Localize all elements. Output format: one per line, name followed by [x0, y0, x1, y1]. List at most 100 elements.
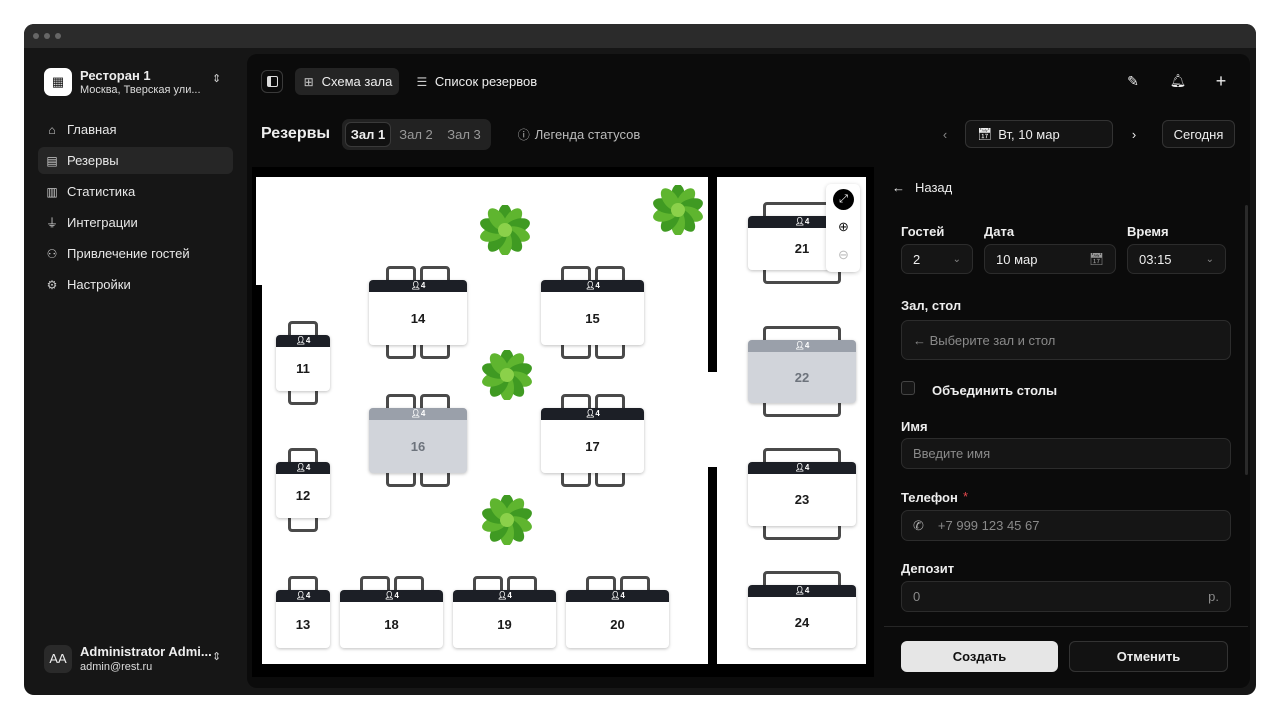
currency-label: р.	[1208, 589, 1219, 604]
restaurant-switcher[interactable]: ▦ Ресторан 1 Москва, Тверская ули... ⇕	[44, 66, 234, 100]
person-icon: 👤︎	[610, 591, 621, 600]
table-17[interactable]: 👤︎4 17	[541, 408, 644, 473]
table-24[interactable]: 👤︎4 24	[748, 585, 856, 648]
date-field[interactable]: 10 мар 📅︎	[984, 244, 1116, 274]
person-icon: 👤︎	[295, 336, 306, 345]
table-number: 18	[384, 617, 399, 632]
deposit-value: 0	[913, 589, 921, 604]
sidebar-item[interactable]: ⏚ Интеграции	[38, 209, 233, 236]
date-picker-value: Вт, 10 мар	[998, 126, 1060, 142]
phone-input[interactable]: ✆ +7 999 123 45 67	[901, 510, 1231, 541]
person-icon: 👤︎	[794, 463, 805, 472]
cancel-button[interactable]: Отменить	[1069, 641, 1228, 672]
sidebar-item[interactable]: ▥ Статистика	[38, 178, 233, 205]
table-number: 16	[410, 439, 426, 454]
table-number: 19	[497, 617, 512, 632]
table-12[interactable]: 👤︎4 12	[276, 462, 330, 518]
sidebar-item[interactable]: ⌂ Главная	[38, 116, 233, 143]
floor-plan[interactable]: 👤︎4 11 👤︎4 12 👤︎4 13 👤︎4 14 👤︎4 15 👤︎4 16 👤︎4 17 👤︎4 18…	[256, 177, 866, 664]
plant-icon	[482, 495, 532, 545]
table-number: 22	[794, 370, 810, 385]
table-16[interactable]: 👤︎4 16	[369, 408, 467, 473]
user-name: Administrator Admi...	[80, 644, 212, 659]
merge-tables-checkbox[interactable]	[901, 381, 915, 395]
deposit-label: Депозит	[901, 561, 955, 576]
tab-hall-1[interactable]: Зал 1	[345, 122, 391, 147]
today-button[interactable]: Сегодня	[1162, 120, 1235, 148]
table-15[interactable]: 👤︎4 15	[541, 280, 644, 345]
person-icon: 👤︎	[585, 281, 596, 290]
tab-hall-2[interactable]: Зал 2	[399, 127, 433, 142]
edit-button[interactable]: ✎	[1122, 70, 1144, 92]
tab-reservation-list[interactable]: ☰ Список резервов	[408, 68, 544, 95]
required-mark: *	[963, 489, 969, 504]
status-legend-button[interactable]: ⓘ Легенда статусов	[512, 122, 646, 147]
table-11[interactable]: 👤︎4 11	[276, 335, 330, 391]
toggle-sidebar-button[interactable]	[261, 70, 283, 93]
wall	[708, 467, 717, 664]
table-18[interactable]: 👤︎4 18	[340, 590, 443, 648]
date-value: 10 мар	[996, 251, 1038, 267]
time-value: 03:15	[1139, 251, 1172, 267]
table-13[interactable]: 👤︎4 13	[276, 590, 330, 648]
hall-table-select[interactable]: ← Выберите зал и стол	[901, 320, 1231, 360]
form-scrollbar[interactable]	[1245, 205, 1248, 475]
table-capacity: 👤︎4	[748, 585, 856, 597]
name-label: Имя	[901, 419, 928, 434]
table-number: 12	[295, 488, 311, 503]
sidebar-item[interactable]: ▤ Резервы	[38, 147, 233, 174]
seat-count: 4	[804, 217, 810, 226]
table-capacity: 👤︎4	[453, 590, 556, 602]
person-icon: 👤︎	[295, 463, 306, 472]
grid-icon: ⊞	[303, 74, 314, 89]
sidebar-item-label: Привлечение гостей	[67, 246, 190, 261]
time-label: Время	[1127, 224, 1169, 239]
sidebar-item-label: Интеграции	[67, 215, 138, 230]
table-23[interactable]: 👤︎4 23	[748, 462, 856, 526]
zoom-out-button[interactable]: ⊖	[833, 244, 854, 265]
hall-table-label: Зал, стол	[901, 298, 962, 313]
zoom-in-button[interactable]: ⊕	[833, 216, 854, 237]
table-19[interactable]: 👤︎4 19	[453, 590, 556, 648]
time-select[interactable]: 03:15 ⌄	[1127, 244, 1226, 274]
create-button[interactable]: Создать	[901, 641, 1058, 672]
calendar-icon: 📅︎	[977, 127, 993, 141]
avatar: AA	[44, 645, 72, 673]
tab-floor-plan[interactable]: ⊞ Схема зала	[295, 68, 399, 95]
guests-select[interactable]: 2 ⌄	[901, 244, 973, 274]
restaurant-name: Ресторан 1	[80, 68, 151, 83]
seat-count: 4	[394, 591, 399, 600]
person-icon: 👤︎	[410, 409, 421, 418]
table-capacity: 👤︎4	[748, 462, 856, 474]
chevron-down-icon: ⌄	[952, 253, 961, 265]
name-input[interactable]: Введите имя	[901, 438, 1231, 469]
chevron-down-icon: ⌄	[1205, 253, 1214, 265]
next-day-button[interactable]: ›	[1124, 122, 1144, 147]
table-number: 20	[610, 617, 625, 632]
table-14[interactable]: 👤︎4 14	[369, 280, 467, 345]
sidebar-item-label: Статистика	[67, 184, 136, 199]
sidebar-item[interactable]: ⚙ Настройки	[38, 271, 233, 298]
add-button[interactable]: +	[1210, 70, 1232, 92]
user-email: admin@rest.ru	[80, 661, 153, 673]
user-menu[interactable]: AA Administrator Admi... admin@rest.ru ⇕	[44, 643, 234, 677]
deposit-input[interactable]: 0 р.	[901, 581, 1231, 612]
table-22[interactable]: 👤︎4 22	[748, 340, 856, 403]
seat-count: 4	[305, 336, 311, 345]
date-label: Дата	[984, 224, 1015, 239]
back-button[interactable]: ← Назад	[892, 176, 958, 198]
seat-count: 4	[804, 463, 810, 472]
fullscreen-button[interactable]: ⤢	[833, 189, 854, 210]
plant-icon	[480, 205, 530, 255]
date-picker[interactable]: 📅︎ Вт, 10 мар	[965, 120, 1113, 148]
prev-day-button[interactable]: ‹	[935, 122, 955, 147]
sidebar-item[interactable]: ⚇ Привлечение гостей	[38, 240, 233, 267]
tab-hall-3[interactable]: Зал 3	[447, 127, 481, 142]
table-capacity: 👤︎4	[748, 340, 856, 352]
table-20[interactable]: 👤︎4 20	[566, 590, 669, 648]
seat-count: 4	[420, 281, 426, 290]
sidebar-item-label: Настройки	[67, 277, 131, 292]
calendar-icon: 📅︎	[1088, 252, 1104, 266]
person-icon: 👤︎	[384, 591, 395, 600]
notifications-button[interactable]: 🔔︎	[1167, 70, 1189, 92]
